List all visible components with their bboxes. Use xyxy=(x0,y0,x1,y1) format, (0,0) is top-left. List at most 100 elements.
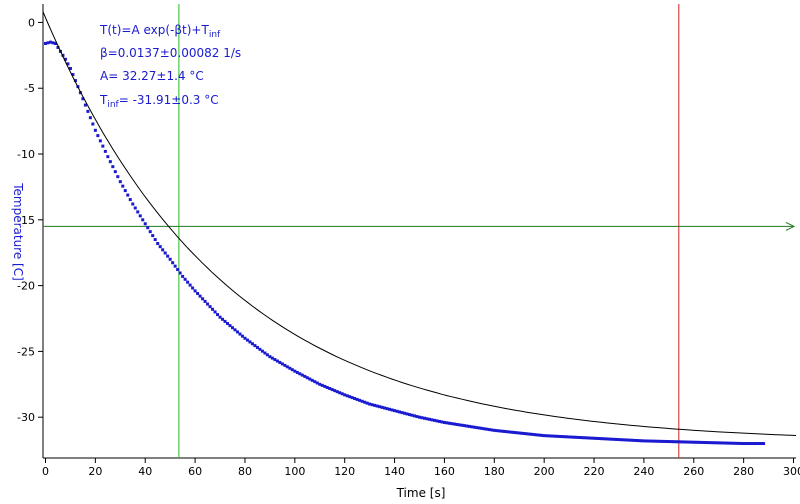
data-point xyxy=(570,435,574,439)
data-point xyxy=(123,189,127,193)
y-axis-title: Temperature [C] xyxy=(11,182,25,281)
cursor-arrow-icon[interactable] xyxy=(785,221,796,231)
data-point xyxy=(203,299,207,303)
x-tick-label: 140 xyxy=(384,465,405,478)
data-point xyxy=(178,271,182,275)
data-point xyxy=(318,382,322,386)
data-point xyxy=(245,338,249,342)
data-point xyxy=(502,429,506,433)
data-point xyxy=(285,365,289,369)
data-point xyxy=(171,261,175,265)
data-point xyxy=(557,434,561,438)
x-tick-label: 280 xyxy=(733,465,754,478)
data-point xyxy=(535,433,539,437)
x-tick-label: 20 xyxy=(88,465,102,478)
data-point xyxy=(275,359,279,363)
data-point xyxy=(240,334,244,338)
y-tick-label: -5 xyxy=(24,82,35,95)
data-point xyxy=(345,394,349,398)
data-point xyxy=(188,283,192,287)
data-point xyxy=(81,97,85,101)
data-point xyxy=(315,381,319,385)
data-point xyxy=(422,416,426,420)
data-point xyxy=(335,390,339,394)
data-point xyxy=(405,412,409,416)
data-point xyxy=(383,406,387,410)
data-point xyxy=(186,280,190,284)
data-point xyxy=(235,330,239,334)
data-point xyxy=(270,356,274,360)
data-point xyxy=(609,437,613,441)
data-point xyxy=(223,319,227,323)
data-point xyxy=(657,439,661,443)
data-point xyxy=(56,45,60,49)
data-point xyxy=(151,234,155,238)
data-point xyxy=(722,441,726,445)
data-point xyxy=(669,440,673,444)
data-point xyxy=(597,437,601,441)
data-point xyxy=(338,391,342,395)
x-tick-label: 120 xyxy=(334,465,355,478)
data-point xyxy=(545,434,549,438)
data-point xyxy=(505,430,509,434)
data-point xyxy=(452,422,456,426)
data-point xyxy=(303,374,307,378)
data-point xyxy=(450,422,454,426)
x-tick-label: 180 xyxy=(484,465,505,478)
data-point xyxy=(193,289,197,293)
data-point xyxy=(228,324,232,328)
data-point xyxy=(455,422,459,426)
data-point xyxy=(333,389,337,393)
data-point xyxy=(432,418,436,422)
data-point xyxy=(687,440,691,444)
x-tick-label: 60 xyxy=(188,465,202,478)
data-point xyxy=(662,439,666,443)
data-point xyxy=(198,294,202,298)
data-point xyxy=(420,416,424,420)
data-point xyxy=(51,41,55,45)
annotation-line-4: Tinf= -31.91±0.3 °C xyxy=(99,93,219,110)
data-point xyxy=(153,238,157,242)
data-point xyxy=(108,160,112,164)
data-point xyxy=(634,438,638,442)
data-point xyxy=(48,40,52,44)
axes xyxy=(42,4,796,459)
x-tick-label: 300 xyxy=(783,465,800,478)
data-point xyxy=(649,439,653,443)
data-point xyxy=(53,41,57,45)
data-point xyxy=(368,402,372,406)
data-point xyxy=(465,424,469,428)
data-point xyxy=(181,274,185,278)
data-point xyxy=(273,358,277,362)
data-point xyxy=(133,206,137,210)
data-point xyxy=(280,362,284,366)
data-point xyxy=(440,420,444,424)
x-tick-label: 240 xyxy=(633,465,654,478)
data-point xyxy=(442,420,446,424)
data-point xyxy=(532,433,536,437)
data-point xyxy=(462,424,466,428)
data-point xyxy=(707,441,711,445)
data-point xyxy=(71,73,75,77)
data-point xyxy=(176,268,180,272)
data-point xyxy=(103,149,107,153)
data-point xyxy=(712,441,716,445)
data-point xyxy=(63,57,67,61)
data-point xyxy=(674,440,678,444)
data-point xyxy=(126,193,130,197)
data-point xyxy=(415,415,419,419)
data-point xyxy=(627,438,631,442)
data-point xyxy=(260,349,264,353)
data-point xyxy=(490,428,494,432)
data-point xyxy=(328,387,332,391)
data-point xyxy=(679,440,683,444)
data-point xyxy=(308,377,312,381)
data-point xyxy=(507,430,511,434)
data-point xyxy=(393,409,397,413)
data-point xyxy=(138,214,142,218)
y-tick-label: -15 xyxy=(17,214,35,227)
data-point xyxy=(699,440,703,444)
data-point xyxy=(360,399,364,403)
data-point xyxy=(704,441,708,445)
data-point xyxy=(313,380,317,384)
